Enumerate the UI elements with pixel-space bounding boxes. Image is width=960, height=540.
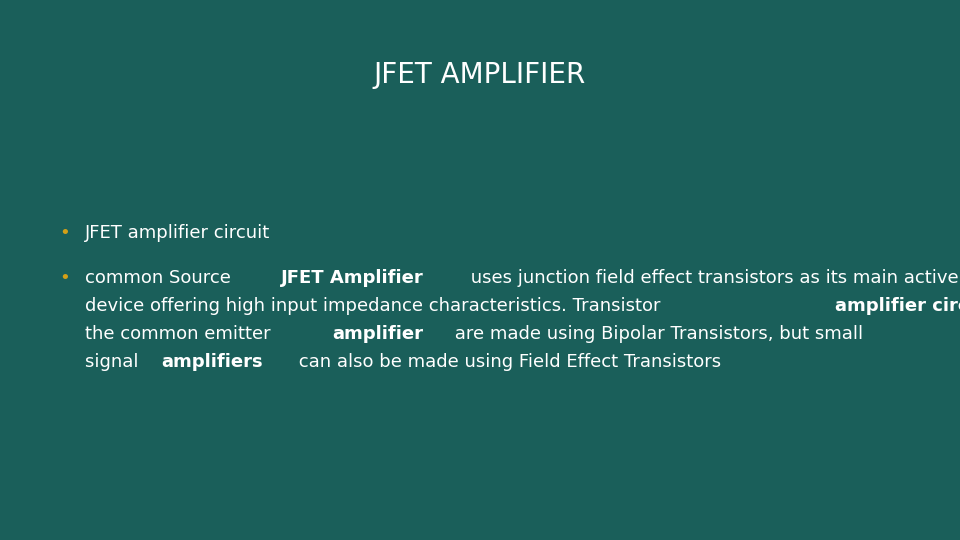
- Text: JFET Amplifier: JFET Amplifier: [280, 269, 423, 287]
- Text: amplifier circuits: amplifier circuits: [835, 297, 960, 315]
- Text: amplifier: amplifier: [332, 325, 423, 343]
- Text: can also be made using Field Effect Transistors: can also be made using Field Effect Tran…: [293, 353, 721, 371]
- Text: the common emitter: the common emitter: [85, 325, 276, 343]
- Text: •: •: [60, 224, 70, 242]
- Text: signal: signal: [85, 353, 144, 371]
- Text: •: •: [60, 269, 70, 287]
- Text: uses junction field effect transistors as its main active: uses junction field effect transistors a…: [465, 269, 958, 287]
- Text: amplifiers: amplifiers: [161, 353, 263, 371]
- Text: common Source: common Source: [85, 269, 236, 287]
- Text: JFET AMPLIFIER: JFET AMPLIFIER: [373, 61, 587, 89]
- Text: JFET amplifier circuit: JFET amplifier circuit: [85, 224, 271, 242]
- Text: device offering high input impedance characteristics. Transistor: device offering high input impedance cha…: [85, 297, 666, 315]
- Text: are made using Bipolar Transistors, but small: are made using Bipolar Transistors, but …: [449, 325, 863, 343]
